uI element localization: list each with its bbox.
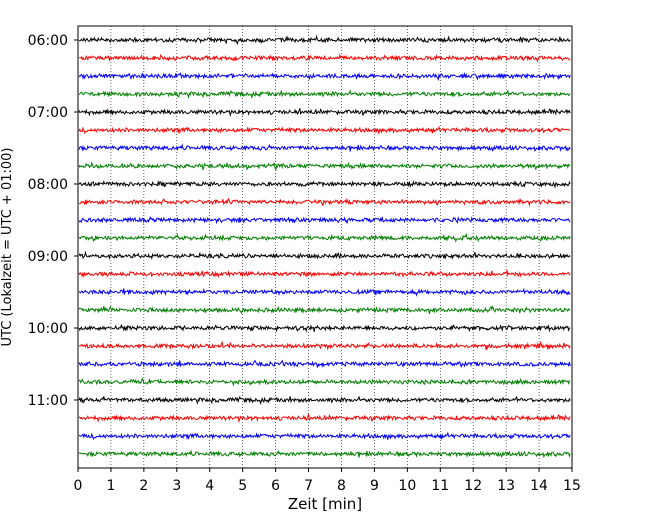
trace-1000 — [78, 324, 571, 333]
y-axis-label: UTC (Lokalzeit = UTC + 01:00) — [0, 148, 15, 347]
trace-0615 — [78, 53, 571, 63]
x-axis-ticks: 0 1 2 3 4 5 6 7 8 9 10 11 12 13 14 15 — [74, 468, 581, 494]
trace-0945 — [78, 305, 571, 315]
x-tick-label: 1 — [106, 478, 115, 494]
x-tick-label: 6 — [271, 478, 280, 494]
x-tick-label: 3 — [172, 478, 181, 494]
y-tick-label: 09:00 — [28, 249, 68, 265]
x-tick-label: 2 — [139, 478, 148, 494]
y-tick-label: 07:00 — [28, 105, 68, 121]
trace-0630 — [78, 71, 571, 82]
x-tick-label: 15 — [563, 478, 581, 494]
plot-frame — [77, 25, 573, 469]
y-tick-label: 08:00 — [28, 177, 68, 193]
trace-0700 — [78, 108, 571, 118]
trace-1030 — [78, 359, 571, 368]
x-tick-label: 5 — [238, 478, 247, 494]
x-tick-label: 9 — [370, 478, 379, 494]
y-axis-ticks: 06:00 07:00 08:00 09:00 10:00 11:00 — [28, 33, 78, 409]
x-tick-label: 14 — [530, 478, 548, 494]
x-tick-label: 8 — [337, 478, 346, 494]
trace-1045 — [78, 377, 571, 387]
trace-0730 — [78, 143, 571, 153]
x-tick-label: 7 — [304, 478, 313, 494]
trace-0745 — [78, 161, 571, 172]
x-tick-label: 11 — [431, 478, 449, 494]
trace-0830 — [78, 215, 571, 225]
x-tick-label: 13 — [497, 478, 515, 494]
trace-0815 — [78, 197, 571, 207]
y-tick-label: 06:00 — [28, 33, 68, 49]
trace-0715 — [78, 125, 571, 135]
trace-1100 — [78, 395, 571, 405]
x-tick-label: 10 — [398, 478, 416, 494]
x-axis-label: Zeit [min] — [288, 495, 362, 513]
trace-1130 — [78, 431, 571, 441]
x-tick-label: 12 — [464, 478, 482, 494]
y-tick-label: 10:00 — [28, 321, 68, 337]
trace-0645 — [78, 89, 571, 99]
trace-0915 — [78, 270, 571, 279]
trace-1015 — [78, 340, 571, 351]
trace-0900 — [78, 250, 571, 261]
x-tick-label: 0 — [74, 478, 83, 494]
trace-1145 — [78, 449, 571, 459]
trace-0845 — [78, 232, 571, 243]
trace-0800 — [78, 180, 571, 189]
y-tick-label: 11:00 — [28, 393, 68, 409]
trace-0930 — [78, 287, 571, 297]
trace-1115 — [78, 414, 571, 424]
trace-0600 — [78, 34, 571, 46]
x-tick-label: 4 — [205, 478, 214, 494]
seismic-traces — [78, 34, 571, 459]
